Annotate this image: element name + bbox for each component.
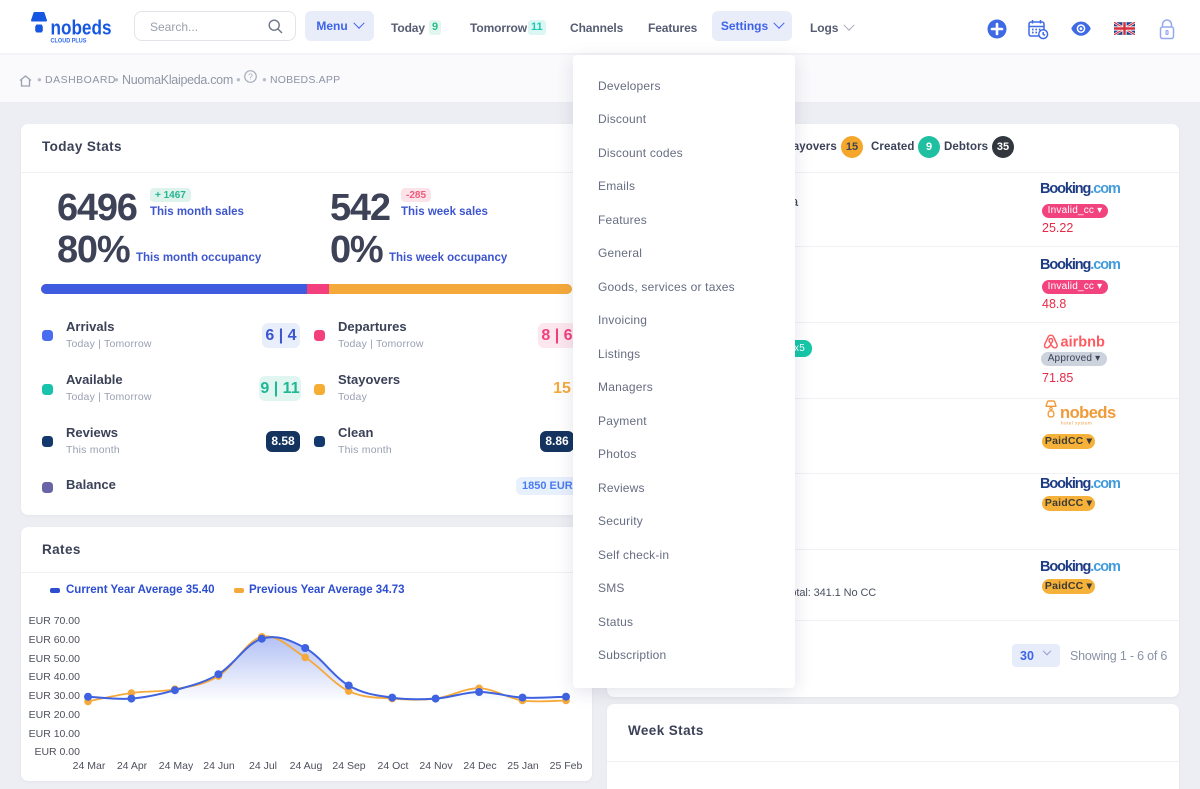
svg-text:EUR 60.00: EUR 60.00: [29, 634, 81, 646]
svg-text:24 Oct: 24 Oct: [378, 760, 409, 772]
svg-text:24 Nov: 24 Nov: [419, 760, 453, 772]
svg-text:25 Jan: 25 Jan: [507, 760, 539, 772]
svg-text:EUR 70.00: EUR 70.00: [29, 615, 81, 627]
svg-text:EUR 30.00: EUR 30.00: [29, 690, 81, 702]
svg-text:24 Jul: 24 Jul: [249, 760, 277, 772]
svg-text:24 May: 24 May: [159, 760, 194, 772]
svg-text:nobeds: nobeds: [1060, 404, 1116, 422]
svg-text:EUR 40.00: EUR 40.00: [29, 671, 81, 683]
svg-text:?: ?: [248, 72, 253, 82]
svg-text:nobeds: nobeds: [51, 18, 112, 40]
svg-text:24 Dec: 24 Dec: [463, 760, 496, 772]
svg-text:EUR 10.00: EUR 10.00: [29, 728, 81, 740]
svg-text:24 Aug: 24 Aug: [290, 760, 323, 772]
svg-text:EUR 50.00: EUR 50.00: [29, 653, 81, 665]
svg-text:EUR 0.00: EUR 0.00: [34, 746, 80, 758]
svg-text:24 Mar: 24 Mar: [73, 760, 106, 772]
svg-text:CLOUD PLUS: CLOUD PLUS: [51, 38, 87, 45]
svg-text:hotel system: hotel system: [1061, 421, 1092, 426]
svg-text:24 Jun: 24 Jun: [203, 760, 235, 772]
svg-text:24 Sep: 24 Sep: [332, 760, 365, 772]
svg-text:EUR 20.00: EUR 20.00: [29, 709, 81, 721]
svg-text:airbnb: airbnb: [1061, 335, 1105, 351]
svg-text:24 Apr: 24 Apr: [117, 760, 148, 772]
svg-text:25 Feb: 25 Feb: [550, 760, 583, 772]
